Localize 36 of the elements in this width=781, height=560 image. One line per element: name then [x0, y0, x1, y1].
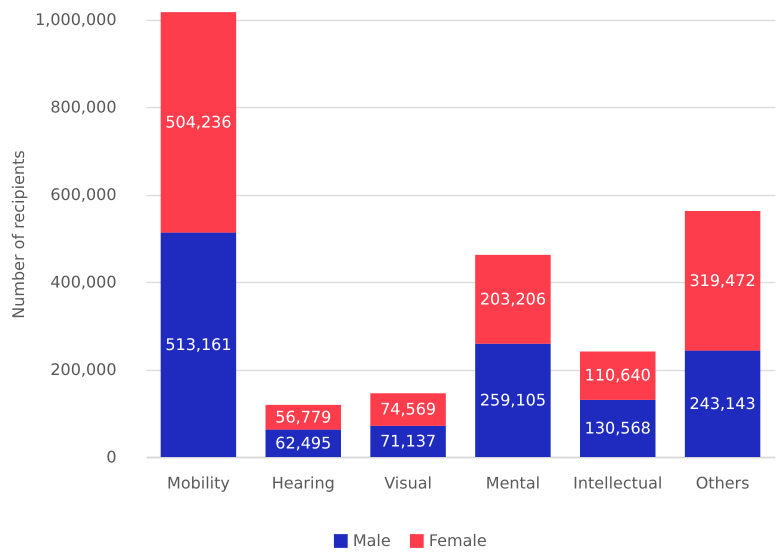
x-tick-label: Hearing	[272, 474, 335, 492]
bar	[475, 254, 551, 344]
y-tick-label: 800,000	[50, 98, 116, 117]
bar	[160, 232, 236, 457]
data-label: 203,206	[480, 289, 546, 308]
x-tick-label: Mobility	[167, 474, 230, 492]
y-axis-title: Number of recipients	[9, 150, 28, 319]
data-label: 130,568	[584, 418, 651, 438]
legend-label: Male	[352, 531, 391, 550]
x-tick-label: Intellectual	[573, 474, 662, 492]
data-label: 71,137	[380, 431, 436, 450]
data-label: 259,105	[480, 390, 546, 410]
x-tick-label: Mental	[486, 474, 540, 492]
y-tick-label: 0	[106, 448, 116, 466]
bar	[160, 12, 236, 233]
y-tick-label: 400,000	[50, 272, 116, 292]
x-tick-label: Visual	[384, 474, 432, 492]
data-label: 513,161	[165, 334, 232, 354]
bar	[684, 350, 760, 457]
bar	[475, 344, 551, 457]
data-label: 319,472	[689, 270, 756, 290]
data-label: 56,779	[275, 407, 332, 426]
y-tick-label: 1,000,000	[35, 10, 116, 30]
data-label: 110,640	[584, 366, 651, 385]
y-tick-label: 200,000	[50, 360, 116, 380]
data-label: 504,236	[165, 112, 232, 132]
bar	[580, 352, 656, 400]
bar	[684, 210, 760, 351]
data-label: 243,143	[689, 394, 756, 413]
bar	[370, 426, 446, 457]
legend-label: Female	[428, 531, 487, 550]
data-label: 74,569	[380, 400, 436, 419]
data-label: 62,495	[275, 433, 332, 452]
x-tick-label: Others	[696, 474, 750, 492]
bar	[580, 400, 656, 457]
y-tick-label: 600,000	[50, 185, 116, 204]
